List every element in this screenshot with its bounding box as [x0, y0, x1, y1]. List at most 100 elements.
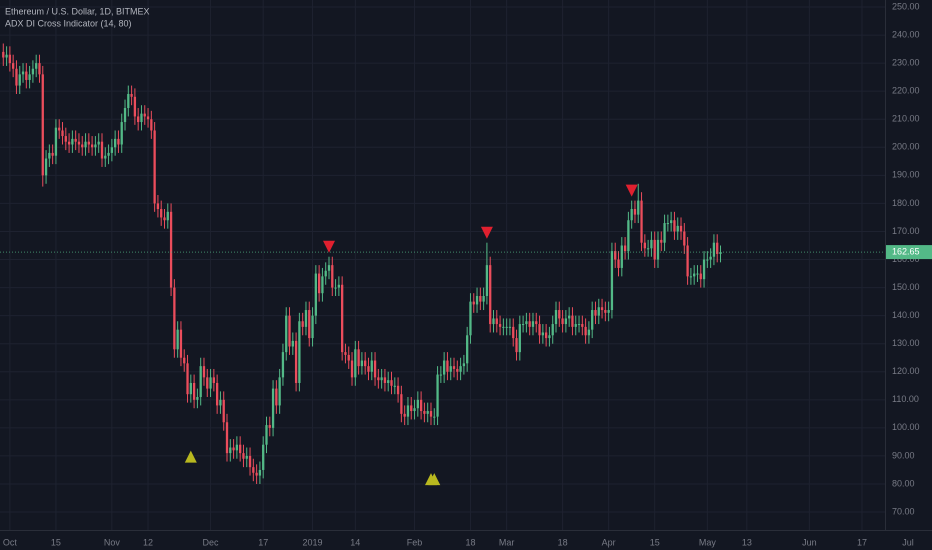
- candle-body: [321, 276, 324, 294]
- candle-body: [304, 310, 308, 327]
- candle-body: [518, 324, 521, 353]
- candle-body: [630, 209, 633, 221]
- candle-body: [485, 265, 489, 297]
- candle-body: [189, 382, 192, 395]
- candle-body: [525, 321, 528, 325]
- candle-body: [531, 321, 535, 327]
- candle-body: [130, 93, 133, 97]
- x-tick-label: 2019: [303, 537, 323, 547]
- candle-body: [163, 217, 166, 221]
- candle-body: [709, 256, 712, 260]
- candle-body: [215, 382, 219, 406]
- candle-body: [21, 71, 25, 75]
- candle-body: [416, 399, 419, 409]
- candle-body: [558, 310, 561, 319]
- candle-body: [278, 377, 281, 406]
- candle-body: [446, 360, 449, 372]
- candle-body: [459, 366, 462, 372]
- candle-body: [591, 310, 594, 330]
- candle-body: [209, 377, 212, 389]
- y-tick-label: 80.00: [892, 478, 915, 488]
- candle-body: [123, 108, 127, 123]
- candle-body: [271, 388, 275, 428]
- candle-body: [670, 220, 673, 224]
- x-tick-label: 17: [258, 537, 268, 547]
- candle-body: [400, 394, 403, 414]
- x-tick-label: Jul: [902, 537, 914, 547]
- candle-body: [160, 209, 163, 218]
- candle-body: [577, 324, 581, 326]
- candle-body: [285, 315, 288, 353]
- candle-body: [186, 363, 189, 395]
- candle-body: [442, 360, 446, 375]
- candle-body: [706, 259, 709, 261]
- candle-body: [28, 74, 31, 80]
- candle-body: [584, 326, 587, 336]
- candle-body: [334, 287, 337, 289]
- candle-body: [693, 273, 696, 277]
- candle-body: [456, 368, 459, 372]
- candle-body: [716, 242, 719, 254]
- candle-body: [81, 144, 84, 148]
- candle-body: [396, 385, 400, 395]
- candle-body: [199, 366, 202, 398]
- candle-body: [429, 411, 433, 417]
- y-tick-label: 70.00: [892, 506, 915, 516]
- candle-body: [84, 141, 87, 148]
- x-tick-label: May: [699, 537, 717, 547]
- candle-body: [568, 315, 571, 319]
- y-tick-label: 250.00: [892, 1, 920, 11]
- candle-body: [551, 324, 554, 336]
- candle-body: [581, 324, 584, 327]
- x-tick-label: 18: [558, 537, 568, 547]
- candle-body: [8, 54, 12, 64]
- sell-signal: [322, 240, 335, 253]
- candle-body: [100, 141, 104, 159]
- candle-body: [219, 399, 222, 406]
- candle-body: [117, 138, 120, 145]
- candle-body: [387, 380, 390, 383]
- x-tick-label: 15: [650, 537, 660, 547]
- candle-body: [212, 377, 215, 383]
- candle-body: [206, 377, 209, 389]
- candle-body: [51, 152, 54, 156]
- candle-body: [383, 377, 387, 383]
- x-tick-label: 14: [350, 537, 360, 547]
- candle-body: [637, 200, 640, 215]
- candle-body: [617, 259, 620, 268]
- buy-signal: [428, 473, 441, 486]
- candle-body: [686, 245, 689, 277]
- candle-body: [232, 447, 235, 451]
- x-tick-label: Mar: [499, 537, 515, 547]
- candle-body: [288, 315, 291, 347]
- candle-body: [140, 113, 143, 123]
- candle-body: [515, 338, 518, 353]
- candle-body: [107, 152, 110, 156]
- candle-body: [268, 425, 271, 428]
- y-tick-label: 220.00: [892, 86, 920, 96]
- last-price-label: 162.65: [892, 246, 920, 256]
- candle-body: [666, 223, 670, 225]
- candle-body: [646, 248, 650, 250]
- candle-body: [574, 324, 577, 327]
- candle-body: [298, 321, 301, 383]
- candle-body: [15, 68, 18, 86]
- candle-body: [367, 366, 370, 372]
- candle-body: [528, 321, 531, 327]
- candle-body: [153, 130, 156, 204]
- candle-body: [419, 399, 423, 412]
- candle-body: [452, 366, 456, 369]
- candle-body: [104, 155, 107, 159]
- candle-body: [535, 321, 538, 325]
- candle-body: [571, 315, 574, 327]
- candle-body: [482, 296, 485, 302]
- candle-body: [301, 321, 304, 327]
- y-tick-label: 200.00: [892, 142, 920, 152]
- candle-body: [377, 377, 380, 381]
- candle-body: [258, 469, 262, 476]
- candle-body: [489, 265, 492, 325]
- last-price-box: [886, 245, 932, 260]
- candle-body: [64, 136, 67, 142]
- candle-body: [607, 310, 610, 313]
